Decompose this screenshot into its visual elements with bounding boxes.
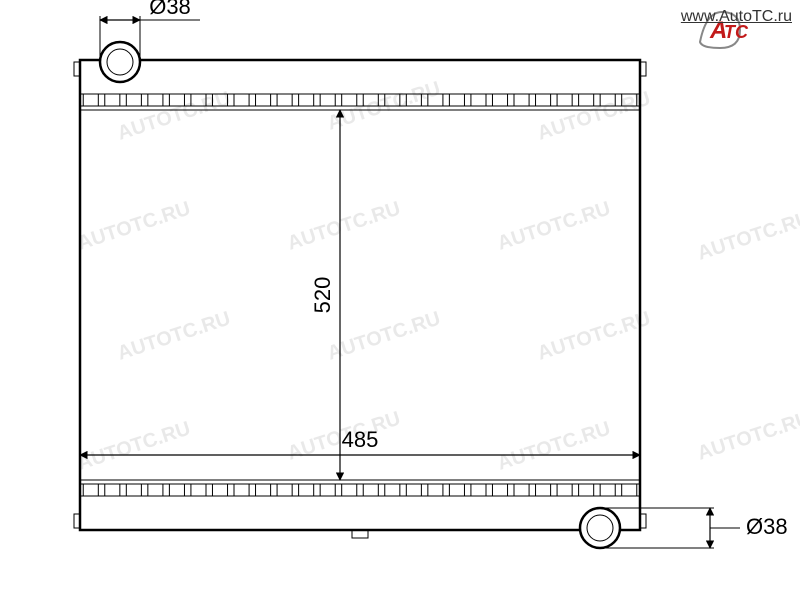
svg-text:AUTOTC.RU: AUTOTC.RU (75, 418, 193, 475)
svg-text:AUTOTC.RU: AUTOTC.RU (325, 308, 443, 365)
svg-text:AUTOTC.RU: AUTOTC.RU (75, 198, 193, 255)
svg-text:AUTOTC.RU: AUTOTC.RU (285, 198, 403, 255)
svg-text:AUTOTC.RU: AUTOTC.RU (495, 198, 613, 255)
svg-text:AUTOTC.RU: AUTOTC.RU (695, 408, 800, 465)
svg-text:Ø38: Ø38 (149, 0, 191, 19)
svg-text:AUTOTC.RU: AUTOTC.RU (115, 88, 233, 145)
svg-text:AUTOTC.RU: AUTOTC.RU (115, 308, 233, 365)
svg-text:Ø38: Ø38 (746, 514, 788, 539)
svg-text:AUTOTC.RU: AUTOTC.RU (695, 208, 800, 265)
svg-text:485: 485 (342, 427, 379, 452)
svg-text:520: 520 (310, 277, 335, 314)
site-url-link[interactable]: www.AutoTC.ru (681, 8, 792, 26)
svg-text:AUTOTC.RU: AUTOTC.RU (535, 308, 653, 365)
radiator-drawing: AUTOTC.RU AUTOTC.RU AUTOTC.RU AUTOTC.RU AUTO… (0, 0, 800, 600)
svg-text:AUTOTC.RU: AUTOTC.RU (495, 418, 613, 475)
